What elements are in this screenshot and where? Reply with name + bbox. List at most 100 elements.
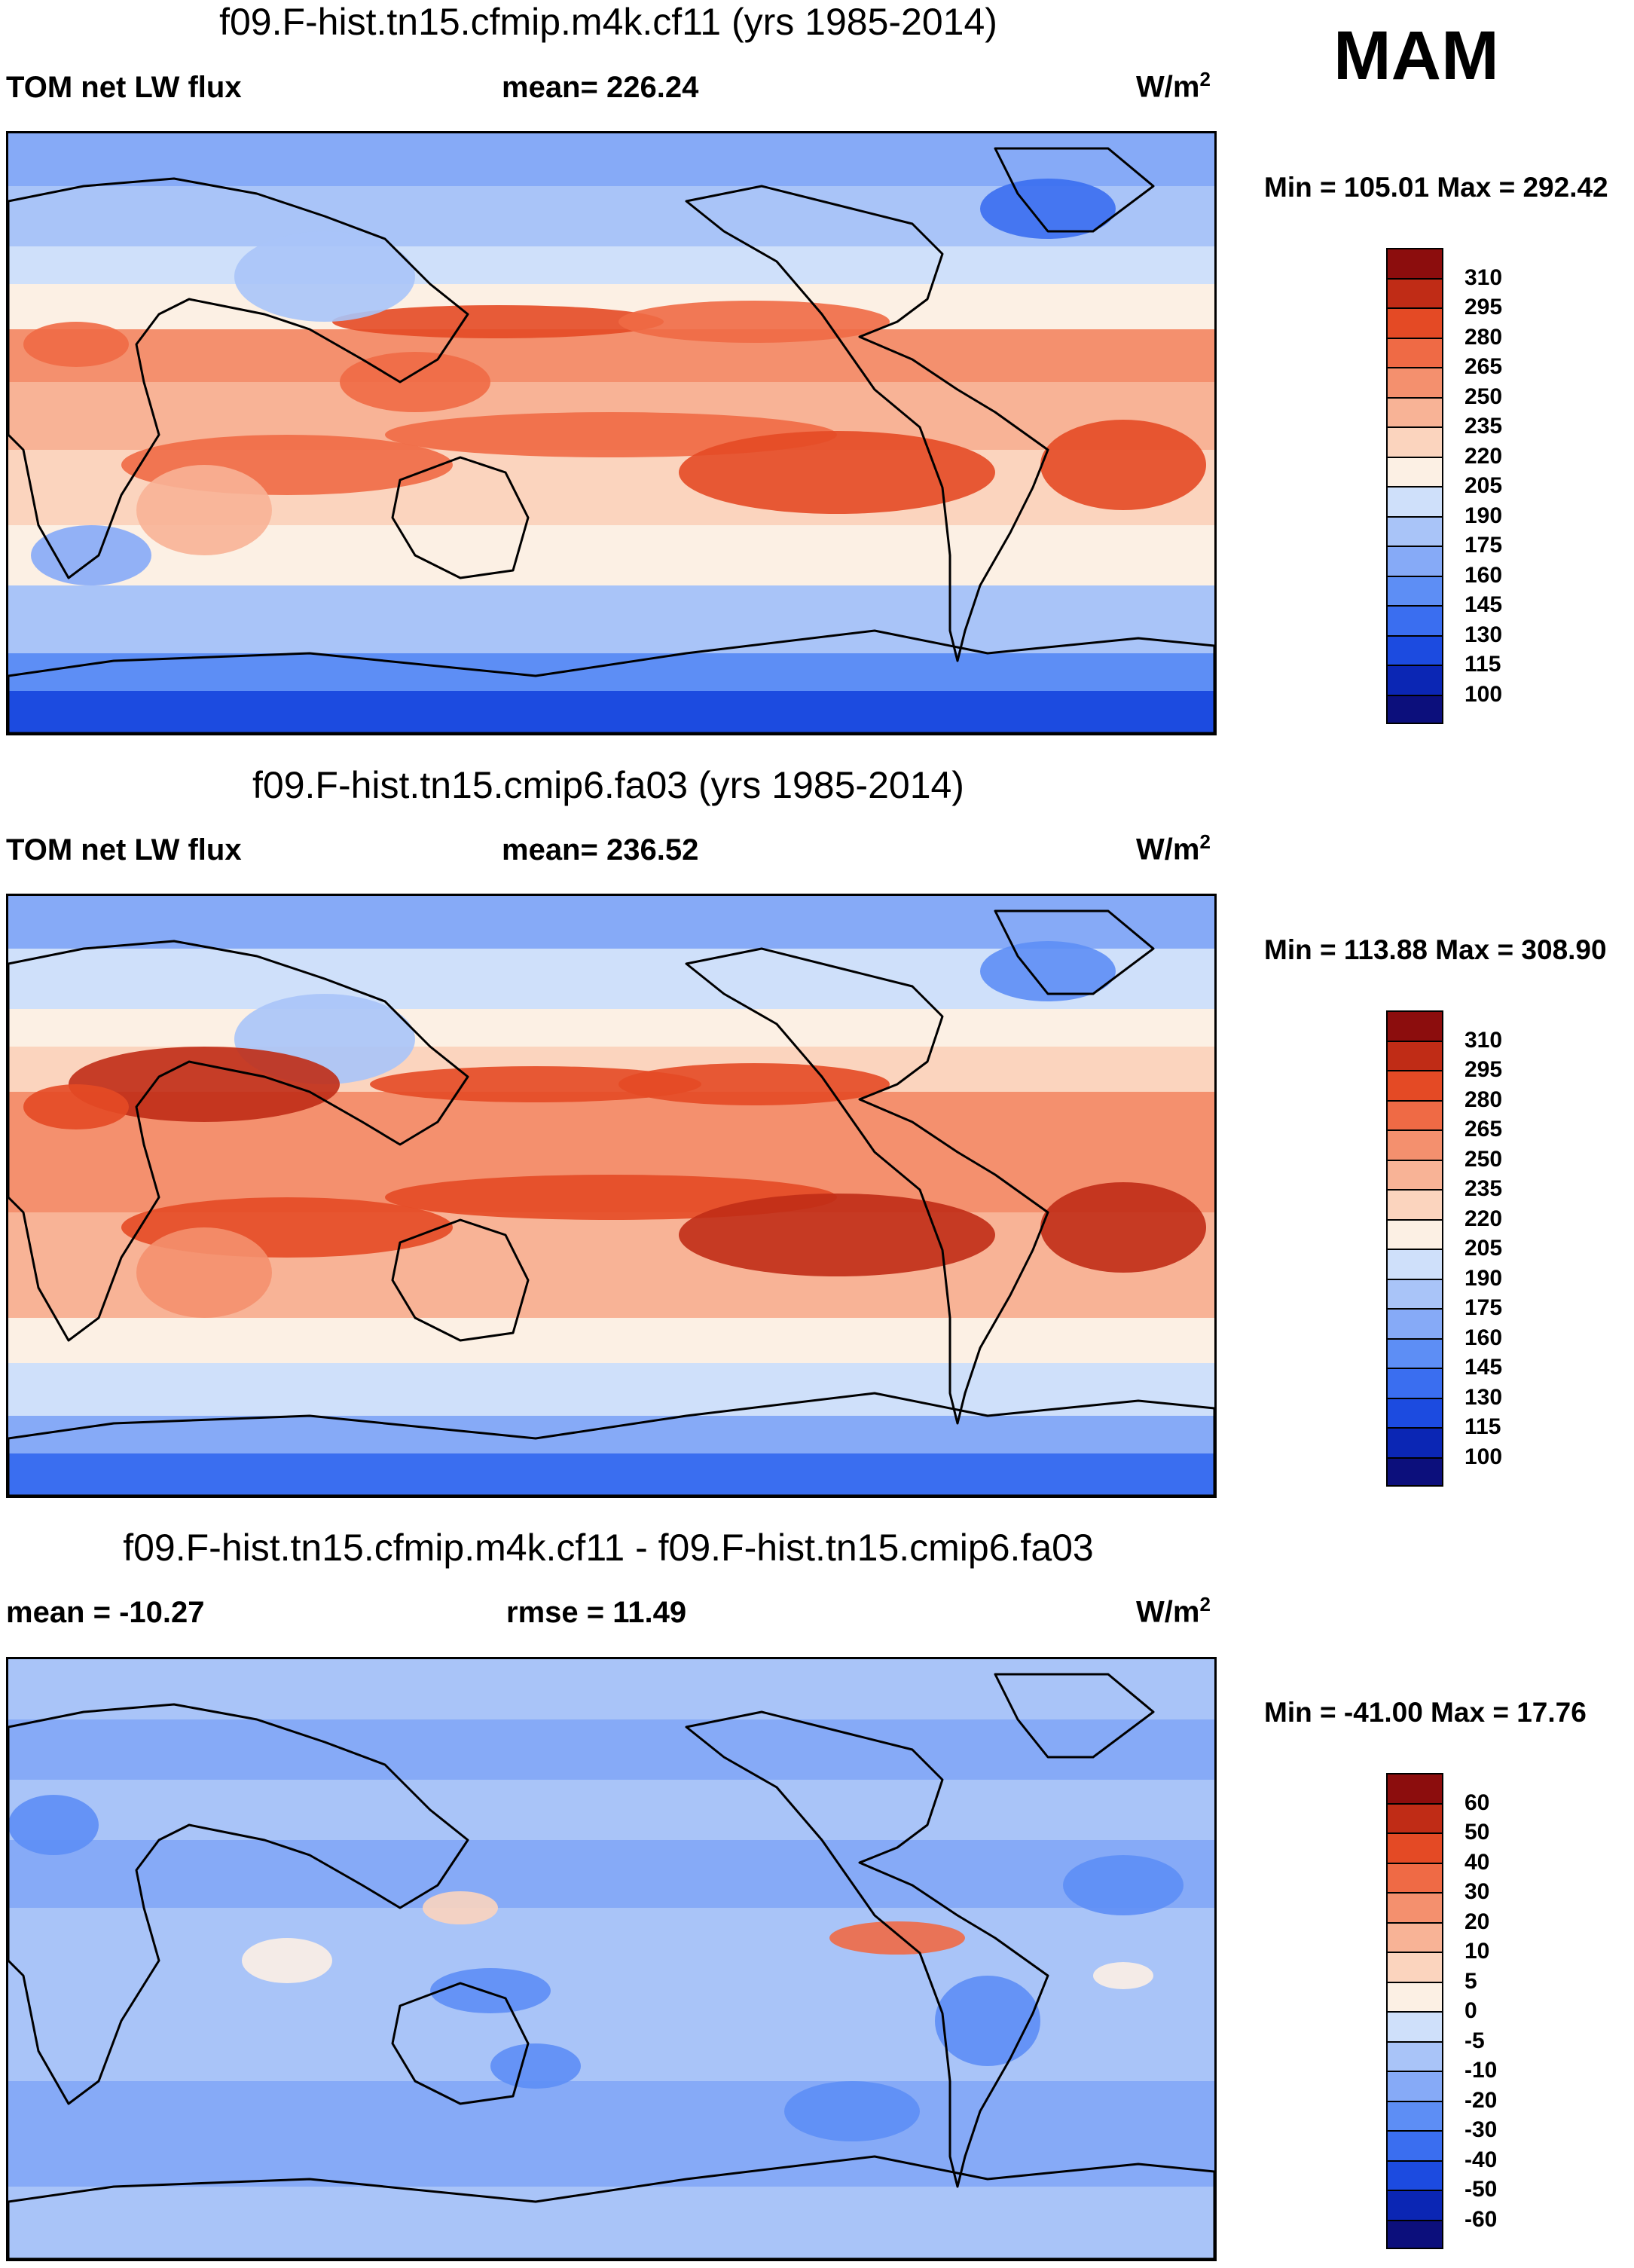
- colorbar-swatch: [1386, 1308, 1443, 1338]
- units-text: W/m: [1136, 1595, 1200, 1629]
- variable-label: TOM net LW flux: [6, 71, 242, 104]
- colorbar-swatch: [1386, 396, 1443, 426]
- coastline: [391, 1218, 530, 1342]
- colorbar-swatch: [1386, 367, 1443, 397]
- colorbar-level-label: 100: [1464, 1444, 1503, 1469]
- colorbar-swatch: [1386, 1189, 1443, 1219]
- contour-region: [980, 179, 1116, 239]
- colorbar-swatch: [1386, 277, 1443, 307]
- colorbar-swatch: [1386, 2130, 1443, 2160]
- colorbar-swatch: [1386, 1040, 1443, 1070]
- world-map: [6, 1657, 1217, 2261]
- contour-band: [8, 246, 1214, 284]
- colorbar-swatch: [1386, 694, 1443, 724]
- contour-region: [679, 1194, 995, 1276]
- colorbar-level-label: -50: [1464, 2177, 1498, 2202]
- colorbar-level-label: 235: [1464, 1176, 1503, 1201]
- colorbar-level-label: 265: [1464, 1117, 1503, 1142]
- panel-title: f09.F-hist.tn15.cmip6.fa03 (yrs 1985-201…: [252, 764, 964, 806]
- coastline: [685, 1710, 1049, 2188]
- contour-region: [1093, 1962, 1153, 1989]
- colorbar-level-label: -5: [1464, 2028, 1485, 2053]
- contour-band: [8, 653, 1214, 691]
- units-exponent: 2: [1199, 830, 1211, 853]
- contour-region: [1040, 1182, 1206, 1273]
- colorbar-level-label: 0: [1464, 1998, 1477, 2023]
- colorbar-swatch: [1386, 515, 1443, 546]
- colorbar-level-label: 190: [1464, 503, 1503, 528]
- world-map: [6, 894, 1217, 1498]
- contour-band: [8, 1453, 1214, 1496]
- contour-region: [69, 1047, 340, 1122]
- colorbar-level-label: -20: [1464, 2087, 1498, 2113]
- world-map: [6, 131, 1217, 735]
- colorbar-swatch: [1386, 2011, 1443, 2041]
- contour-region: [784, 2081, 920, 2141]
- coastline: [685, 947, 1049, 1425]
- contour-region: [31, 525, 151, 585]
- colorbar-level-label: -10: [1464, 2058, 1498, 2083]
- units-label: W/m2: [1136, 830, 1211, 867]
- colorbar-level-label: 235: [1464, 414, 1503, 439]
- contour-region: [242, 1938, 332, 1983]
- colorbar-level-label: 160: [1464, 562, 1503, 588]
- contour-band: [8, 1363, 1214, 1416]
- contour-band: [8, 1840, 1214, 1908]
- coastline: [8, 177, 469, 579]
- min-max-label: Min = 113.88 Max = 308.90: [1264, 934, 1607, 965]
- colorbar-swatch: [1386, 1368, 1443, 1398]
- colorbar-level-label: 220: [1464, 443, 1503, 469]
- colorbar-level-label: 280: [1464, 324, 1503, 350]
- contour-band: [8, 1416, 1214, 1453]
- colorbar-swatch: [1386, 1249, 1443, 1279]
- colorbar-swatch: [1386, 1159, 1443, 1189]
- coastline: [685, 185, 1049, 662]
- colorbar-swatch: [1386, 1921, 1443, 1952]
- contour-band: [8, 133, 1214, 186]
- colorbar-swatch: [1386, 1773, 1443, 1803]
- panel-title: f09.F-hist.tn15.cfmip.m4k.cf11 (yrs 1985…: [219, 1, 997, 43]
- contour-region: [23, 1084, 129, 1129]
- colorbar-level-label: 30: [1464, 1879, 1490, 1904]
- coastline: [8, 940, 469, 1342]
- colorbar-swatch: [1386, 2219, 1443, 2249]
- contour-region: [136, 465, 272, 555]
- coastline: [8, 1392, 1214, 1496]
- colorbar-swatch: [1386, 2159, 1443, 2190]
- units-text: W/m: [1136, 70, 1200, 104]
- coastline: [8, 2155, 1214, 2259]
- contour-band: [8, 2081, 1214, 2187]
- colorbar-swatch: [1386, 1397, 1443, 1427]
- mean-label: mean = -10.27: [6, 1596, 205, 1629]
- colorbar-level-label: 205: [1464, 473, 1503, 498]
- contour-region: [980, 941, 1116, 1001]
- mean-label: mean= 226.24: [502, 71, 699, 104]
- coastline: [8, 1703, 469, 2105]
- mean-label: mean= 236.52: [502, 833, 699, 867]
- colorbar-swatch: [1386, 2040, 1443, 2071]
- units-exponent: 2: [1199, 1593, 1211, 1615]
- variable-label: TOM net LW flux: [6, 833, 242, 867]
- panel-title: f09.F-hist.tn15.cfmip.m4k.cf11 - f09.F-h…: [123, 1527, 1094, 1569]
- colorbar-swatch: [1386, 2100, 1443, 2130]
- contour-region: [1063, 1855, 1184, 1915]
- colorbar-level-label: 10: [1464, 1939, 1490, 1964]
- map-canvas: [8, 1659, 1214, 2259]
- colorbar-swatch: [1386, 1981, 1443, 2011]
- coastline: [391, 456, 530, 579]
- colorbar-level-label: 175: [1464, 533, 1503, 558]
- colorbar-swatch: [1386, 1427, 1443, 1457]
- colorbar-swatch: [1386, 1278, 1443, 1308]
- colorbar-level-label: -40: [1464, 2147, 1498, 2172]
- colorbar-swatch: [1386, 486, 1443, 516]
- colorbar-level-label: 50: [1464, 1820, 1490, 1845]
- coastline: [8, 629, 1214, 733]
- coastline: [994, 1673, 1155, 1759]
- colorbar-swatch: [1386, 1218, 1443, 1249]
- contour-band: [8, 691, 1214, 733]
- contour-region: [234, 231, 415, 322]
- colorbar-level-label: 295: [1464, 1057, 1503, 1082]
- colorbar-swatch: [1386, 665, 1443, 695]
- colorbar-swatch: [1386, 337, 1443, 367]
- colorbar-swatch: [1386, 1129, 1443, 1160]
